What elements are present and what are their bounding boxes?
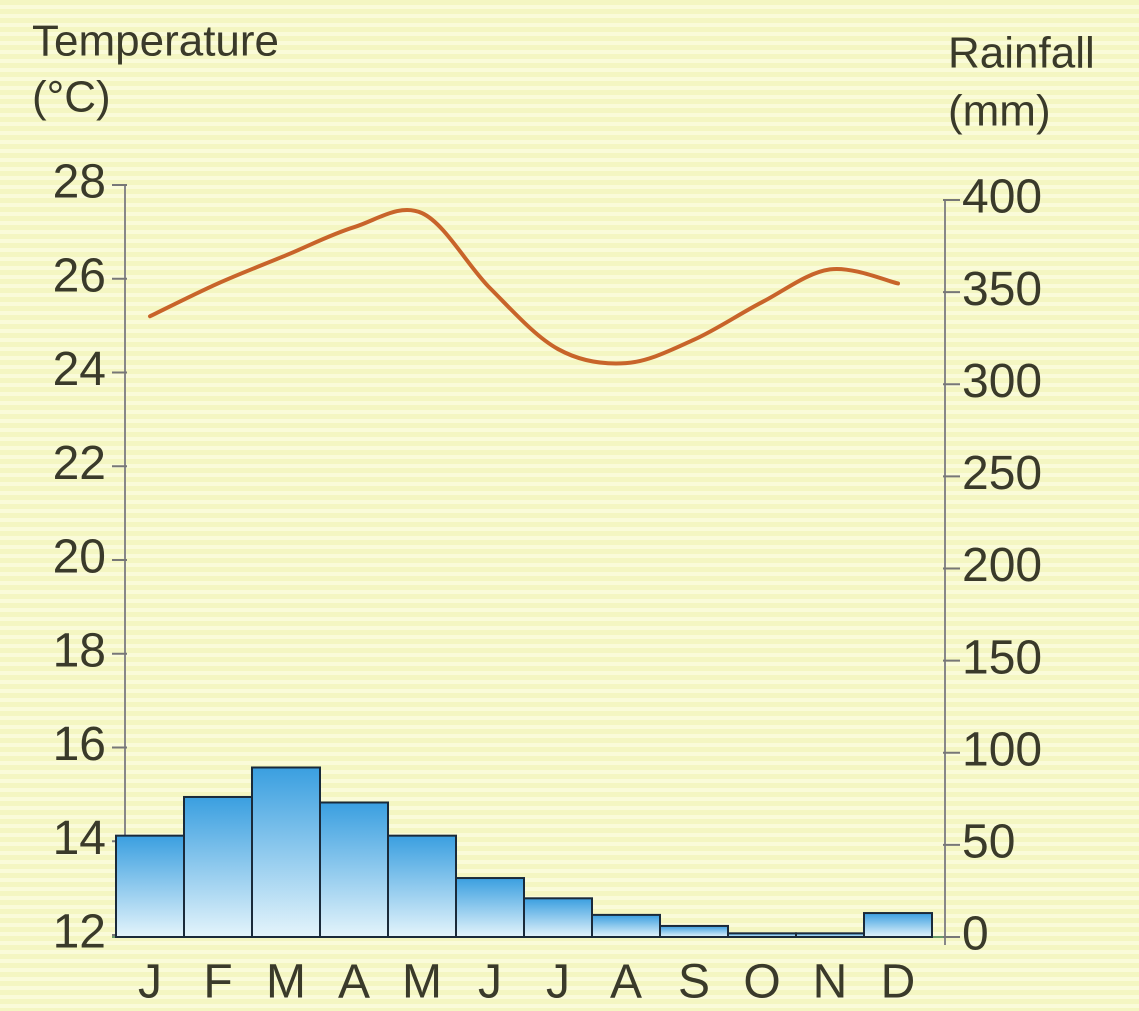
x-tick-label: A [610, 956, 642, 1009]
y2-tick-label: 350 [962, 263, 1042, 316]
y-tick-label: 20 [53, 531, 106, 584]
y2-tick-label: 250 [962, 447, 1042, 500]
x-tick-label: J [138, 956, 162, 1009]
y2-tick-label: 200 [962, 539, 1042, 592]
y-tick-label: 14 [53, 812, 106, 865]
x-tick-label: D [881, 956, 916, 1009]
bar [591, 913, 661, 939]
bar [795, 932, 865, 939]
y2-tick-label: 0 [962, 908, 989, 961]
y-tick-label: 24 [53, 343, 106, 396]
x-tick-label: N [813, 956, 848, 1009]
y-tick-label: 26 [53, 249, 106, 302]
bar [659, 924, 729, 939]
y2-tick-label: 100 [962, 723, 1042, 776]
bar [727, 932, 797, 939]
bar [387, 834, 457, 938]
y-tick-label: 18 [53, 624, 106, 677]
x-tick-label: M [402, 956, 442, 1009]
x-tick-label: J [546, 956, 570, 1009]
x-tick-label: F [203, 956, 232, 1009]
y-axis-title: (°C) [32, 73, 111, 122]
y2-tick-label: 150 [962, 631, 1042, 684]
x-tick-label: O [743, 956, 780, 1009]
x-tick-label: S [678, 956, 710, 1009]
y2-axis-title: (mm) [948, 87, 1051, 136]
y-tick-label: 16 [53, 718, 106, 771]
y-axis-title: Temperature [32, 17, 279, 66]
bar [455, 877, 525, 938]
y-tick-label: 28 [53, 156, 106, 209]
temperature-line [148, 208, 900, 366]
bar [863, 912, 933, 938]
y-tick-label: 22 [53, 437, 106, 490]
y2-tick-label: 300 [962, 355, 1042, 408]
bar [115, 834, 185, 938]
bar [523, 897, 593, 938]
y2-tick-label: 400 [962, 171, 1042, 224]
x-tick-label: J [478, 956, 502, 1009]
y2-tick-label: 50 [962, 816, 1015, 869]
bar [251, 766, 321, 938]
y-tick-label: 12 [53, 906, 106, 959]
x-tick-label: A [338, 956, 370, 1009]
x-tick-label: M [266, 956, 306, 1009]
bar [319, 801, 389, 938]
y2-axis-title: Rainfall [948, 29, 1095, 78]
bar [183, 795, 253, 938]
